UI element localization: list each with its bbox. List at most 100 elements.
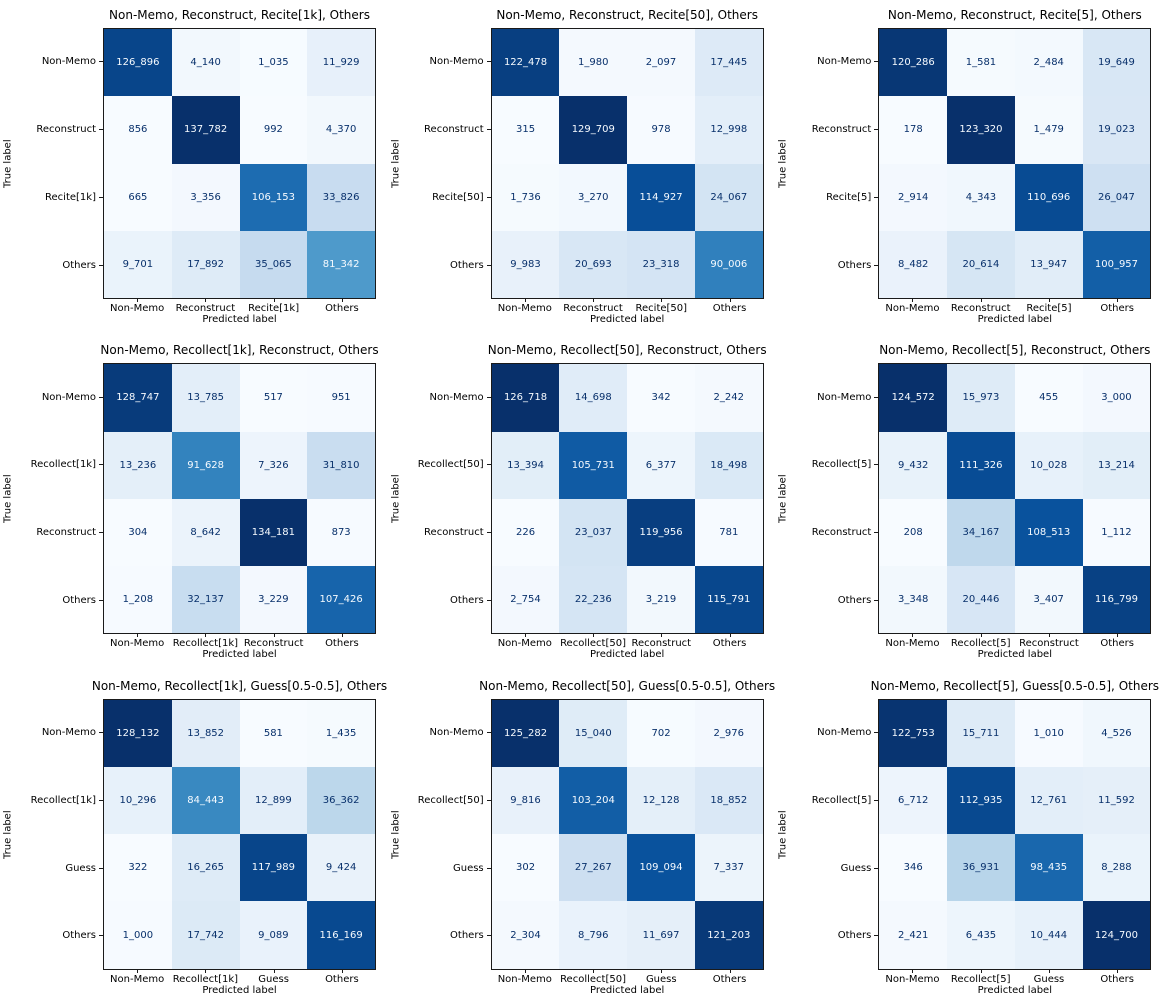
matrix-cell: 3_229 <box>239 566 308 634</box>
matrix-cell: 24_067 <box>694 163 763 231</box>
x-tick-text: Others <box>1100 303 1134 314</box>
matrix-cell: 1_581 <box>947 29 1015 97</box>
matrix-cell: 1_980 <box>559 29 628 97</box>
matrix-cell: 114_927 <box>627 163 695 231</box>
matrix-cell: 8_796 <box>559 901 628 969</box>
x-axis-label: Predicted label <box>590 649 665 661</box>
x-tick-mark <box>341 299 343 302</box>
x-tick-mark <box>912 634 914 638</box>
y-tick-text: Non-Memo <box>41 727 96 739</box>
matrix-cell: 665 <box>104 163 172 231</box>
y-tick-mark <box>99 867 103 869</box>
y-tick-text: Non-Memo <box>817 391 872 403</box>
y-tick-label: Recollect[1k] <box>16 431 103 499</box>
y-tick-text: Others <box>837 259 872 271</box>
y-tick-mark <box>99 599 103 601</box>
x-tick-text: Others <box>712 973 747 985</box>
confusion-matrix-panel: Non-Memo, Recollect[50], Guess[0.5-0.5],… <box>388 671 776 1006</box>
x-tick-label: Non-Memo <box>491 299 559 314</box>
x-tick-text: Others <box>325 303 359 314</box>
y-tick-text: Others <box>837 930 872 942</box>
x-tick-labels: Non-Memo Recollect[50] Guess Others <box>491 969 764 985</box>
matrix-cell: 226 <box>491 498 560 567</box>
y-axis-label: True label <box>777 474 789 524</box>
matrix-cell: 112_935 <box>947 766 1015 835</box>
y-tick-label: Recollect[5] <box>791 766 879 834</box>
y-tick-mark <box>874 396 879 398</box>
confusion-matrix-panel: Non-Memo, Recollect[5], Reconstruct, Oth… <box>775 335 1163 670</box>
y-tick-mark <box>874 599 879 601</box>
x-tick-label: Guess <box>627 969 695 985</box>
y-tick-text: Others <box>62 594 96 606</box>
x-tick-text: Non-Memo <box>110 303 165 314</box>
y-tick-text: Guess <box>452 862 484 874</box>
matrix-cell: 1_208 <box>104 566 172 634</box>
x-tick-text: Recite[5] <box>1026 303 1072 314</box>
y-tick-mark <box>486 599 491 601</box>
y-tick-text: Reconstruct <box>424 527 484 539</box>
y-tick-mark <box>874 935 879 937</box>
y-tick-mark <box>486 196 491 198</box>
matrix-cell: 4_140 <box>171 29 240 97</box>
plot-title: Non-Memo, Recollect[1k], Guess[0.5-0.5],… <box>91 678 388 693</box>
matrix-cell: 17_742 <box>171 901 240 969</box>
y-tick-text: Recite[50] <box>432 191 484 203</box>
matrix-cell: 455 <box>1014 364 1083 432</box>
x-axis-label: Predicted label <box>202 649 277 661</box>
x-tick-text: Reconstruct <box>1019 638 1079 650</box>
x-tick-text: Recollect[50] <box>560 638 626 650</box>
matrix-cell: 3_407 <box>1014 566 1083 634</box>
matrix-cell: 36_931 <box>947 834 1015 902</box>
matrix-cell: 122_478 <box>491 29 560 97</box>
plot-title: Non-Memo, Recollect[50], Reconstruct, Ot… <box>487 343 767 358</box>
x-tick-label: Reconstruct <box>171 299 239 314</box>
y-tick-text: Guess <box>840 862 872 874</box>
matrix-cell: 517 <box>239 364 308 432</box>
matrix-cell: 2_484 <box>1014 29 1083 97</box>
y-tick-text: Others <box>837 594 872 606</box>
matrix-cell: 109_094 <box>627 834 695 902</box>
x-tick-labels: Non-Memo Reconstruct Recite[5] Others <box>878 299 1151 314</box>
x-tick-text: Recollect[1k] <box>172 973 239 985</box>
matrix-cell: 19_649 <box>1082 29 1151 97</box>
matrix-cell: 26_047 <box>1082 163 1151 231</box>
y-tick-labels: Non-Memo Recollect[1k] Guess Others <box>16 699 103 970</box>
x-tick-mark <box>137 969 139 973</box>
x-tick-label: Others <box>308 299 376 314</box>
y-tick-text: Recollect[50] <box>417 794 484 806</box>
matrix-cell: 7_326 <box>239 431 308 499</box>
y-tick-mark <box>874 129 879 131</box>
y-tick-label: Guess <box>791 834 879 902</box>
y-tick-label: Non-Memo <box>16 28 103 96</box>
matrix-cell: 20_693 <box>559 230 628 298</box>
y-tick-labels: Non-Memo Recollect[50] Guess Others <box>404 699 491 970</box>
y-tick-mark <box>486 732 491 734</box>
x-tick-text: Recite[50] <box>635 303 688 314</box>
y-axis-label: True label <box>2 474 14 524</box>
x-tick-text: Non-Memo <box>110 638 165 650</box>
x-tick-mark <box>341 969 343 973</box>
heatmap: 120_286 1_581 2_484 19_649 178 123_320 1_479 19… <box>878 28 1152 299</box>
x-tick-label: Recollect[1k] <box>171 969 239 985</box>
heatmap: 122_478 1_980 2_097 17_445 315 129_709 978 12_9… <box>490 28 764 299</box>
x-tick-text: Recollect[50] <box>560 973 626 985</box>
y-tick-label: Non-Memo <box>791 28 879 96</box>
x-axis-label: Predicted label <box>977 649 1052 661</box>
matrix-cell: 111_326 <box>947 431 1015 499</box>
x-tick-label: Non-Memo <box>878 299 946 314</box>
x-tick-text: Recollect[5] <box>950 973 1011 985</box>
y-tick-label: Others <box>16 567 103 635</box>
matrix-cell: 106_153 <box>239 163 308 231</box>
matrix-cell: 119_956 <box>627 498 695 567</box>
y-tick-label: Recite[1k] <box>16 164 103 232</box>
x-tick-mark <box>137 634 139 638</box>
matrix-cell: 124_572 <box>879 364 948 432</box>
y-tick-label: Others <box>791 567 879 635</box>
y-tick-label: Guess <box>404 834 491 902</box>
heatmap: 128_132 13_852 581 1_435 10_296 84_443 12_899 3… <box>103 698 376 970</box>
y-tick-text: Non-Memo <box>41 391 96 403</box>
y-tick-label: Recite[50] <box>404 164 491 232</box>
x-tick-label: Non-Memo <box>103 969 171 985</box>
matrix-cell: 10_296 <box>104 766 172 835</box>
matrix-cell: 1_479 <box>1014 96 1083 164</box>
